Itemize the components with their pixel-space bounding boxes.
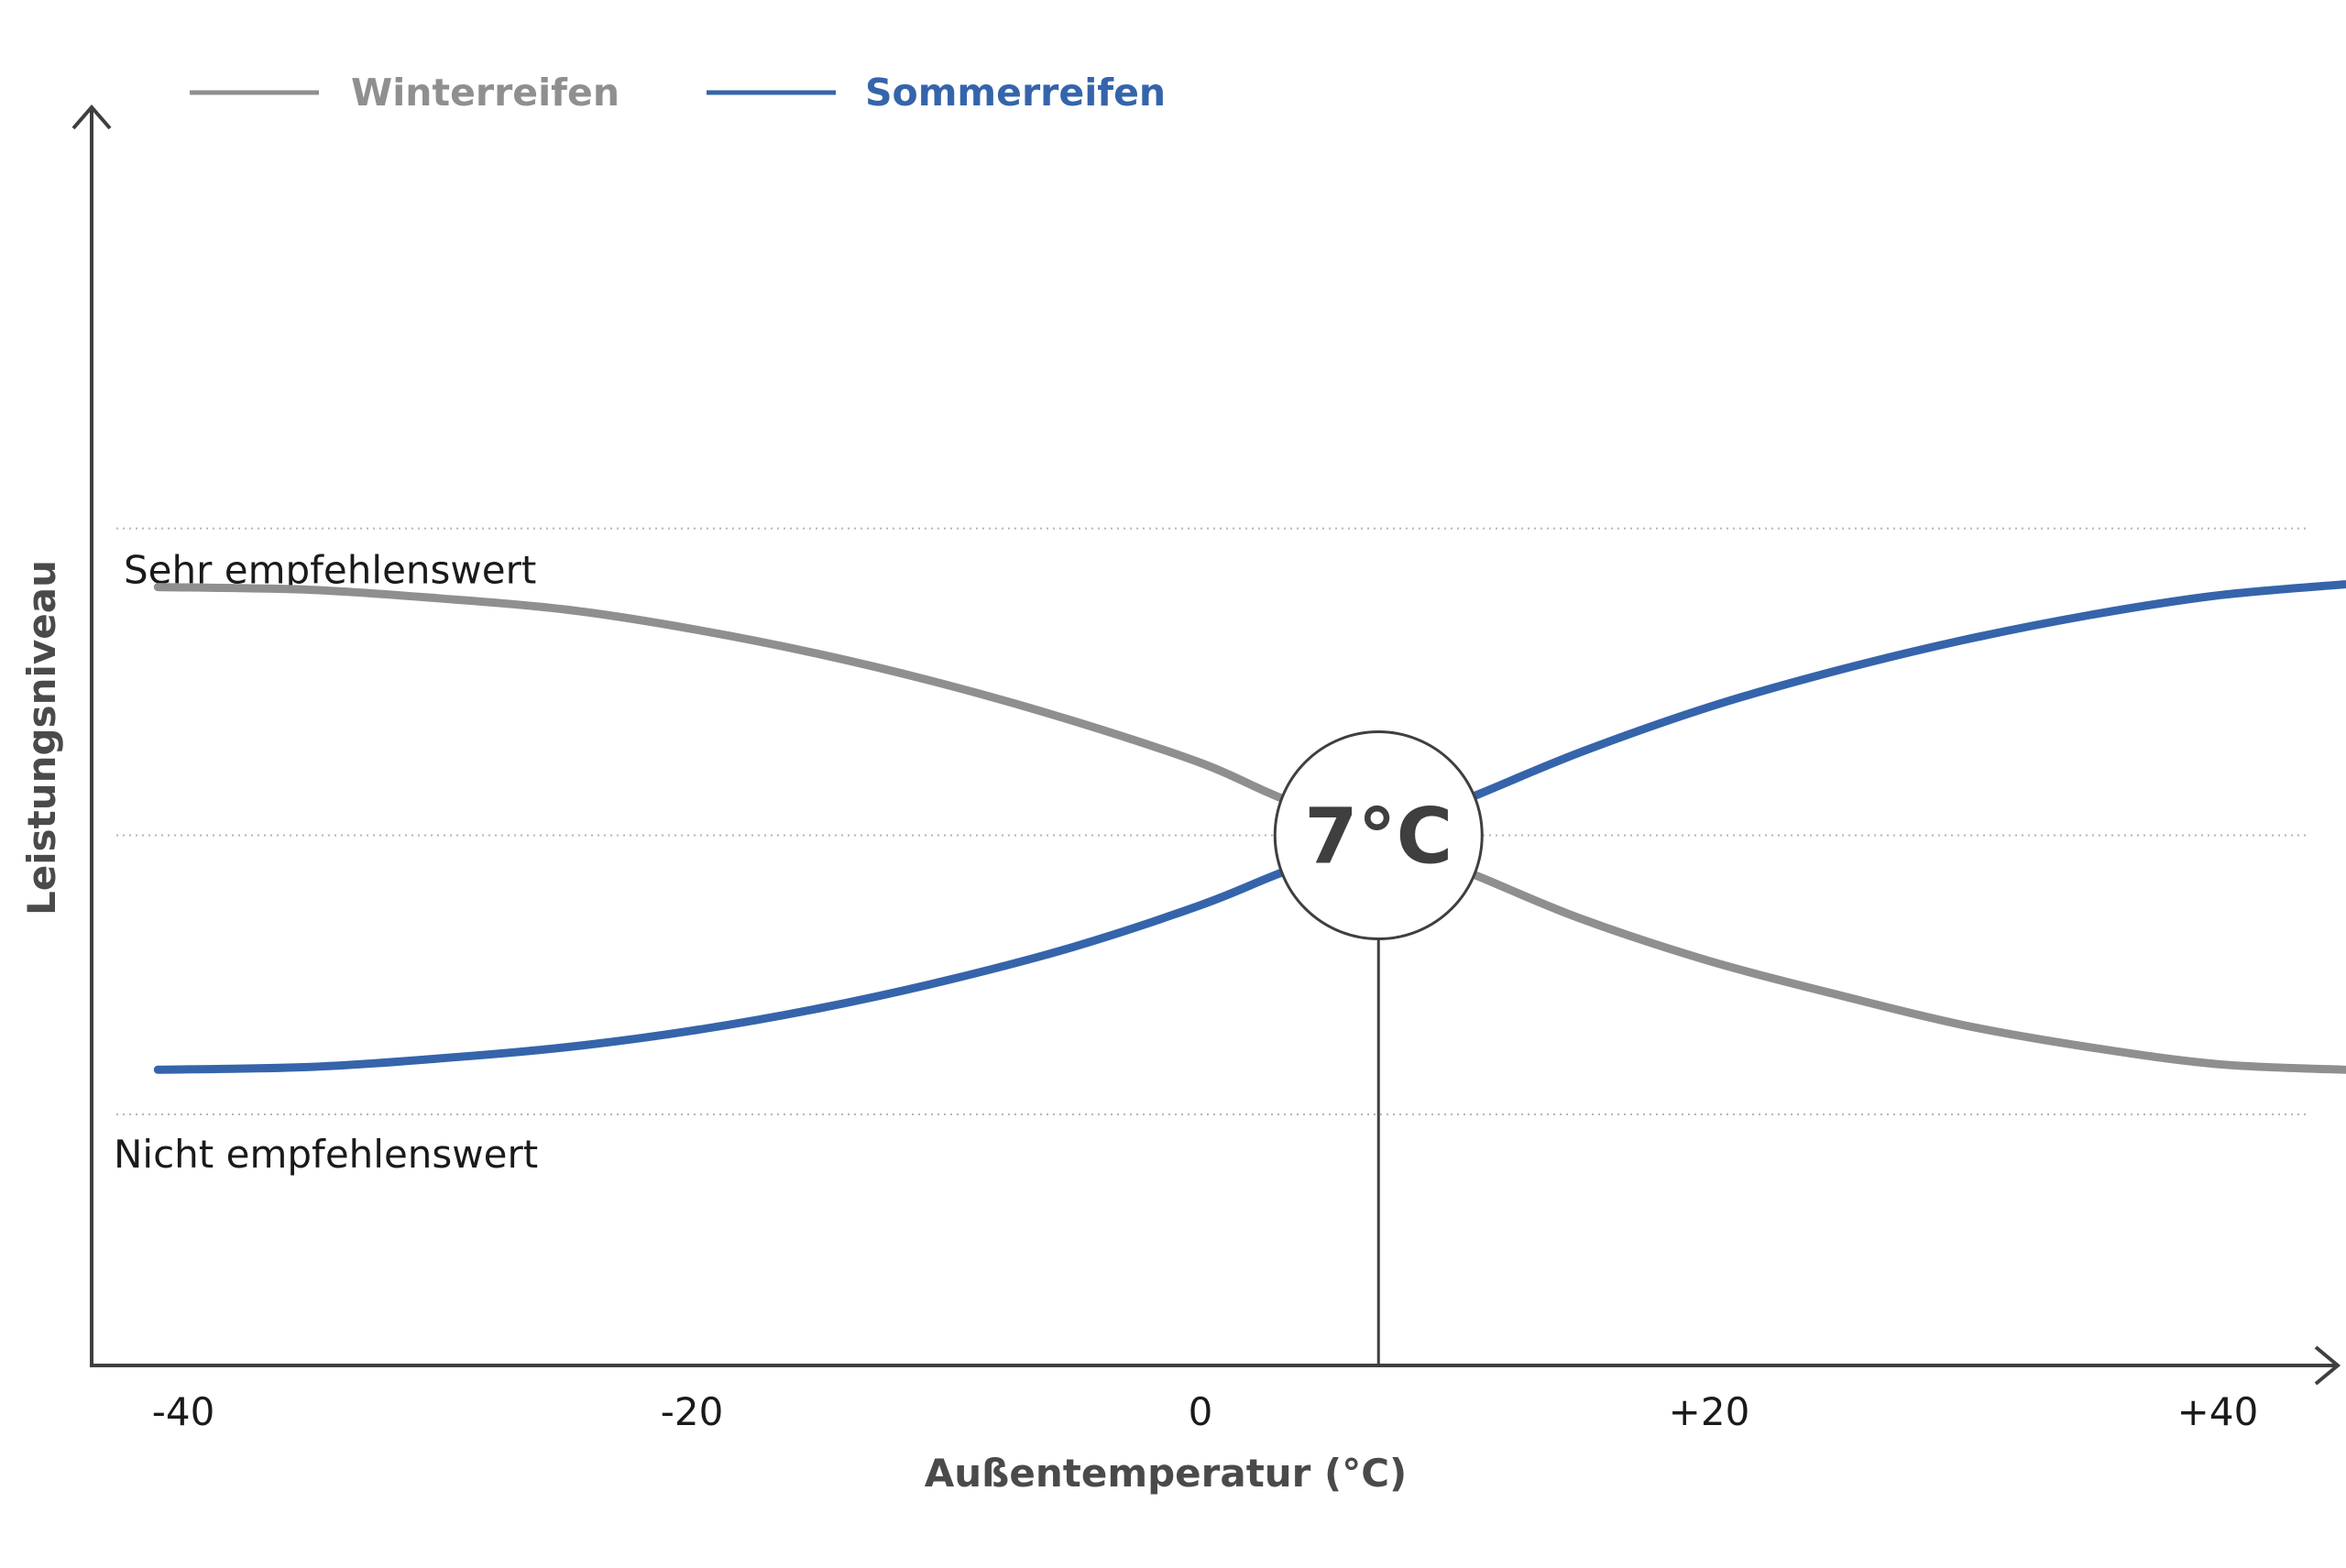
- x-tick-label-2: 0: [1189, 1389, 1213, 1434]
- x-tick-label-0: -40: [152, 1389, 215, 1434]
- x-axis-title: Außentemperatur (°C): [925, 1451, 1407, 1496]
- series-line-sommerreifen: [153, 580, 2346, 1074]
- series-lines: [153, 580, 2346, 1074]
- x-tick-label-1: -20: [661, 1389, 724, 1434]
- reference-label-2: Nicht empfehlenswert: [114, 1132, 538, 1177]
- x-axis-arrowhead: [2314, 1345, 2341, 1386]
- legend-label-winterreifen: Winterreifen: [351, 71, 619, 115]
- series-line-winterreifen: [153, 583, 2346, 1074]
- x-tick-labels: -40 -20 0 +20 +40: [152, 1389, 2259, 1434]
- x-tick-label-3: +20: [1669, 1389, 1750, 1434]
- annotation-circle: [1273, 730, 1484, 941]
- y-axis-title: Leistungsniveau: [19, 560, 64, 916]
- x-tick-label-4: +40: [2177, 1389, 2259, 1434]
- legend: Winterreifen Sommerreifen: [190, 71, 1166, 115]
- y-axis-arrowhead: [71, 104, 112, 130]
- legend-label-sommerreifen: Sommerreifen: [865, 71, 1166, 115]
- temperature-annotation: 7°C: [1273, 730, 1484, 1365]
- axes: [71, 104, 2341, 1386]
- annotation-label: 7°C: [1304, 792, 1453, 882]
